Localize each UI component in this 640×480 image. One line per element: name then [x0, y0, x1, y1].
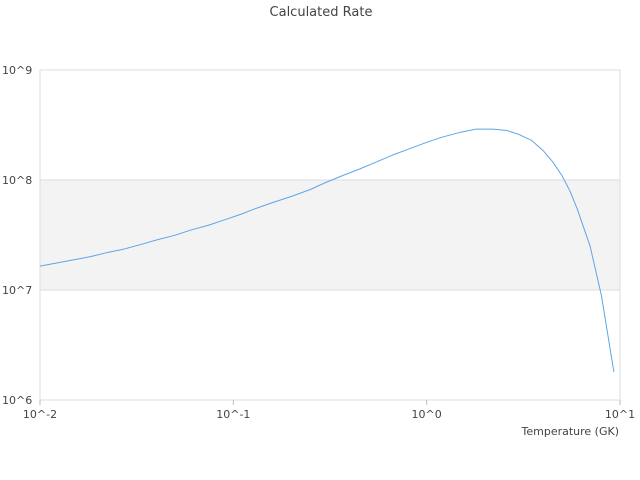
- series-layer: [39, 128, 615, 372]
- x-tick-label: 10^-2: [23, 408, 57, 421]
- band-layer: [40, 180, 620, 290]
- y-tick-label: 10^7: [2, 284, 32, 297]
- x-tick-label: 10^-1: [216, 408, 250, 421]
- y-tick-label: 10^6: [2, 394, 32, 407]
- x-tick-label: 10^1: [605, 408, 635, 421]
- x-tick-label: 10^0: [412, 408, 442, 421]
- x-axis-title: Temperature (GK): [521, 425, 620, 438]
- label-layer: 10^6 10^7 10^8 10^9 10^-2 10^-1 10^0 10^1: [2, 64, 635, 421]
- y-tick-label: 10^9: [2, 64, 32, 77]
- y-tick-label: 10^8: [2, 174, 32, 187]
- rate-series-line: [39, 128, 615, 372]
- chart-title: Calculated Rate: [270, 5, 373, 20]
- grid-layer: [39, 69, 621, 405]
- shaded-band-0: [40, 180, 620, 290]
